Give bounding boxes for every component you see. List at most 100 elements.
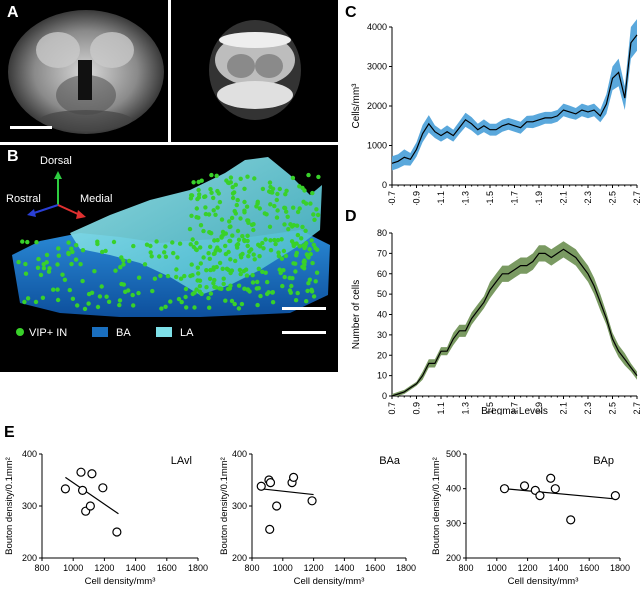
- x-tick-label: -1.7: [510, 402, 520, 415]
- vip-cell-dot: [245, 238, 250, 244]
- axis-medial-arrow: [57, 204, 81, 216]
- x-tick-label: -1.9: [534, 191, 544, 205]
- vip-cell-dot: [55, 297, 61, 303]
- vip-cell-dot: [80, 248, 86, 253]
- vip-cell-dot: [211, 267, 216, 272]
- vip-cell-dot: [273, 241, 278, 247]
- vip-cell-dot: [23, 261, 28, 267]
- y-tick-label: 4000: [367, 22, 387, 32]
- vip-cell-dot: [291, 205, 296, 210]
- vip-cell-dot: [267, 189, 272, 194]
- vip-cell-dot: [220, 266, 225, 271]
- vip-cell-dot: [154, 239, 159, 244]
- vip-cells: [16, 172, 321, 312]
- y-tick-label: 10: [377, 371, 387, 381]
- vip-cell-dot: [277, 267, 282, 272]
- chart-e-lavl: 200 300 400 800 1000 1200 1400 1600 1800 LAvl Bout…: [4, 449, 208, 587]
- panel-letter-b: B: [7, 148, 19, 165]
- vip-cell-dot: [216, 191, 221, 196]
- vip-cell-dot: [278, 270, 283, 276]
- vip-cell-dot: [196, 179, 201, 185]
- vip-cell-dot: [274, 215, 280, 220]
- vip-cell-dot: [312, 217, 317, 222]
- vip-cell-dot: [104, 294, 109, 299]
- vip-cell-dot: [207, 305, 212, 310]
- vip-cell-dot: [56, 253, 61, 258]
- vip-cell-dot: [70, 249, 75, 255]
- vip-cell-dot: [302, 266, 307, 271]
- vip-cell-dot: [229, 268, 235, 273]
- vip-cell-dot: [275, 191, 280, 197]
- vip-cell-dot: [207, 230, 212, 235]
- y-tick-label: 40: [377, 310, 387, 320]
- vip-cell-dot: [302, 258, 307, 263]
- vip-cell-dot: [291, 223, 296, 228]
- vip-cell-dot: [308, 251, 313, 257]
- vip-cell-dot: [213, 212, 218, 217]
- vip-cell-dot: [212, 284, 217, 290]
- vip-cell-dot: [95, 241, 100, 247]
- data-point: [550, 484, 560, 494]
- vip-cell-dot: [130, 292, 135, 298]
- vip-cell-dot: [297, 184, 302, 189]
- vip-cell-dot: [66, 250, 71, 256]
- axis-label-rostral: Rostral: [6, 193, 41, 205]
- chart-e-baa: 200 300 400 800 1000 1200 1400 1600 1800 BAa Bouto…: [219, 449, 416, 587]
- vip-cell-dot: [69, 261, 74, 267]
- vip-cell-dot: [264, 291, 270, 297]
- y-tick-label: 1000: [367, 141, 387, 151]
- vip-cell-dot: [288, 290, 293, 295]
- vip-cell-dot: [152, 276, 158, 281]
- vip-cell-dot: [196, 187, 201, 193]
- vip-cell-dot: [194, 240, 199, 246]
- vip-cell-dot: [242, 210, 247, 215]
- vip-cell-dot: [242, 199, 247, 205]
- x-tick-label: -0.7: [387, 402, 397, 415]
- vip-cell-dot: [44, 252, 50, 258]
- x-tick-label: 1800: [188, 563, 208, 573]
- vip-cell-dot: [297, 206, 302, 211]
- vip-cell-dot: [217, 199, 223, 205]
- x-tick-label: -2.3: [583, 191, 593, 205]
- vip-cell-dot: [232, 301, 237, 307]
- vip-cell-dot: [215, 205, 220, 210]
- x-tick-label: -0.9: [412, 191, 422, 205]
- vip-cell-dot: [174, 267, 179, 272]
- vip-cell-dot: [245, 233, 250, 238]
- panel-letter-a: A: [7, 4, 19, 21]
- vip-cell-dot: [46, 269, 52, 274]
- vip-cell-dot: [214, 264, 219, 270]
- vip-cell-dot: [201, 255, 206, 260]
- x-tick-label: 1600: [365, 563, 385, 573]
- vip-cell-dot: [225, 286, 231, 292]
- y-axis-label: Bouton density/0.1mm²: [219, 457, 230, 555]
- vip-cell-dot: [183, 294, 188, 300]
- chart-e-bap: 200 300 400 500 800 1000 1200 1400 1600 1800 BAp Bo…: [431, 449, 630, 587]
- vip-cell-dot: [229, 298, 235, 304]
- vip-cell-dot: [230, 185, 235, 190]
- brain-mri-image: [8, 10, 164, 134]
- vip-cell-dot: [288, 222, 293, 227]
- x-tick-label: -1.3: [461, 402, 471, 415]
- x-tick-label: -1.7: [510, 191, 520, 205]
- vip-cell-dot: [131, 303, 136, 308]
- vip-cell-dot: [254, 204, 259, 209]
- x-tick-label: 1400: [548, 563, 568, 573]
- vip-cell-dot: [178, 276, 184, 281]
- vip-cell-dot: [268, 248, 274, 253]
- vip-cell-dot: [38, 272, 44, 278]
- vip-cell-dot: [207, 256, 212, 261]
- vip-cell-dot: [223, 243, 228, 249]
- vip-cell-dot: [148, 250, 153, 255]
- mean-line: [391, 248, 638, 397]
- y-tick-label: 400: [232, 449, 247, 459]
- vip-cell-dot: [302, 262, 307, 267]
- vip-cell-dot: [245, 174, 250, 179]
- x-tick-label: -2.5: [608, 402, 618, 415]
- panel-a-left-image: [0, 0, 168, 142]
- vip-cell-dot: [228, 283, 233, 288]
- vip-cell-dot: [196, 271, 201, 276]
- vip-cell-dot: [159, 306, 164, 311]
- vip-cell-dot: [263, 237, 268, 242]
- vip-cell-dot: [192, 290, 197, 295]
